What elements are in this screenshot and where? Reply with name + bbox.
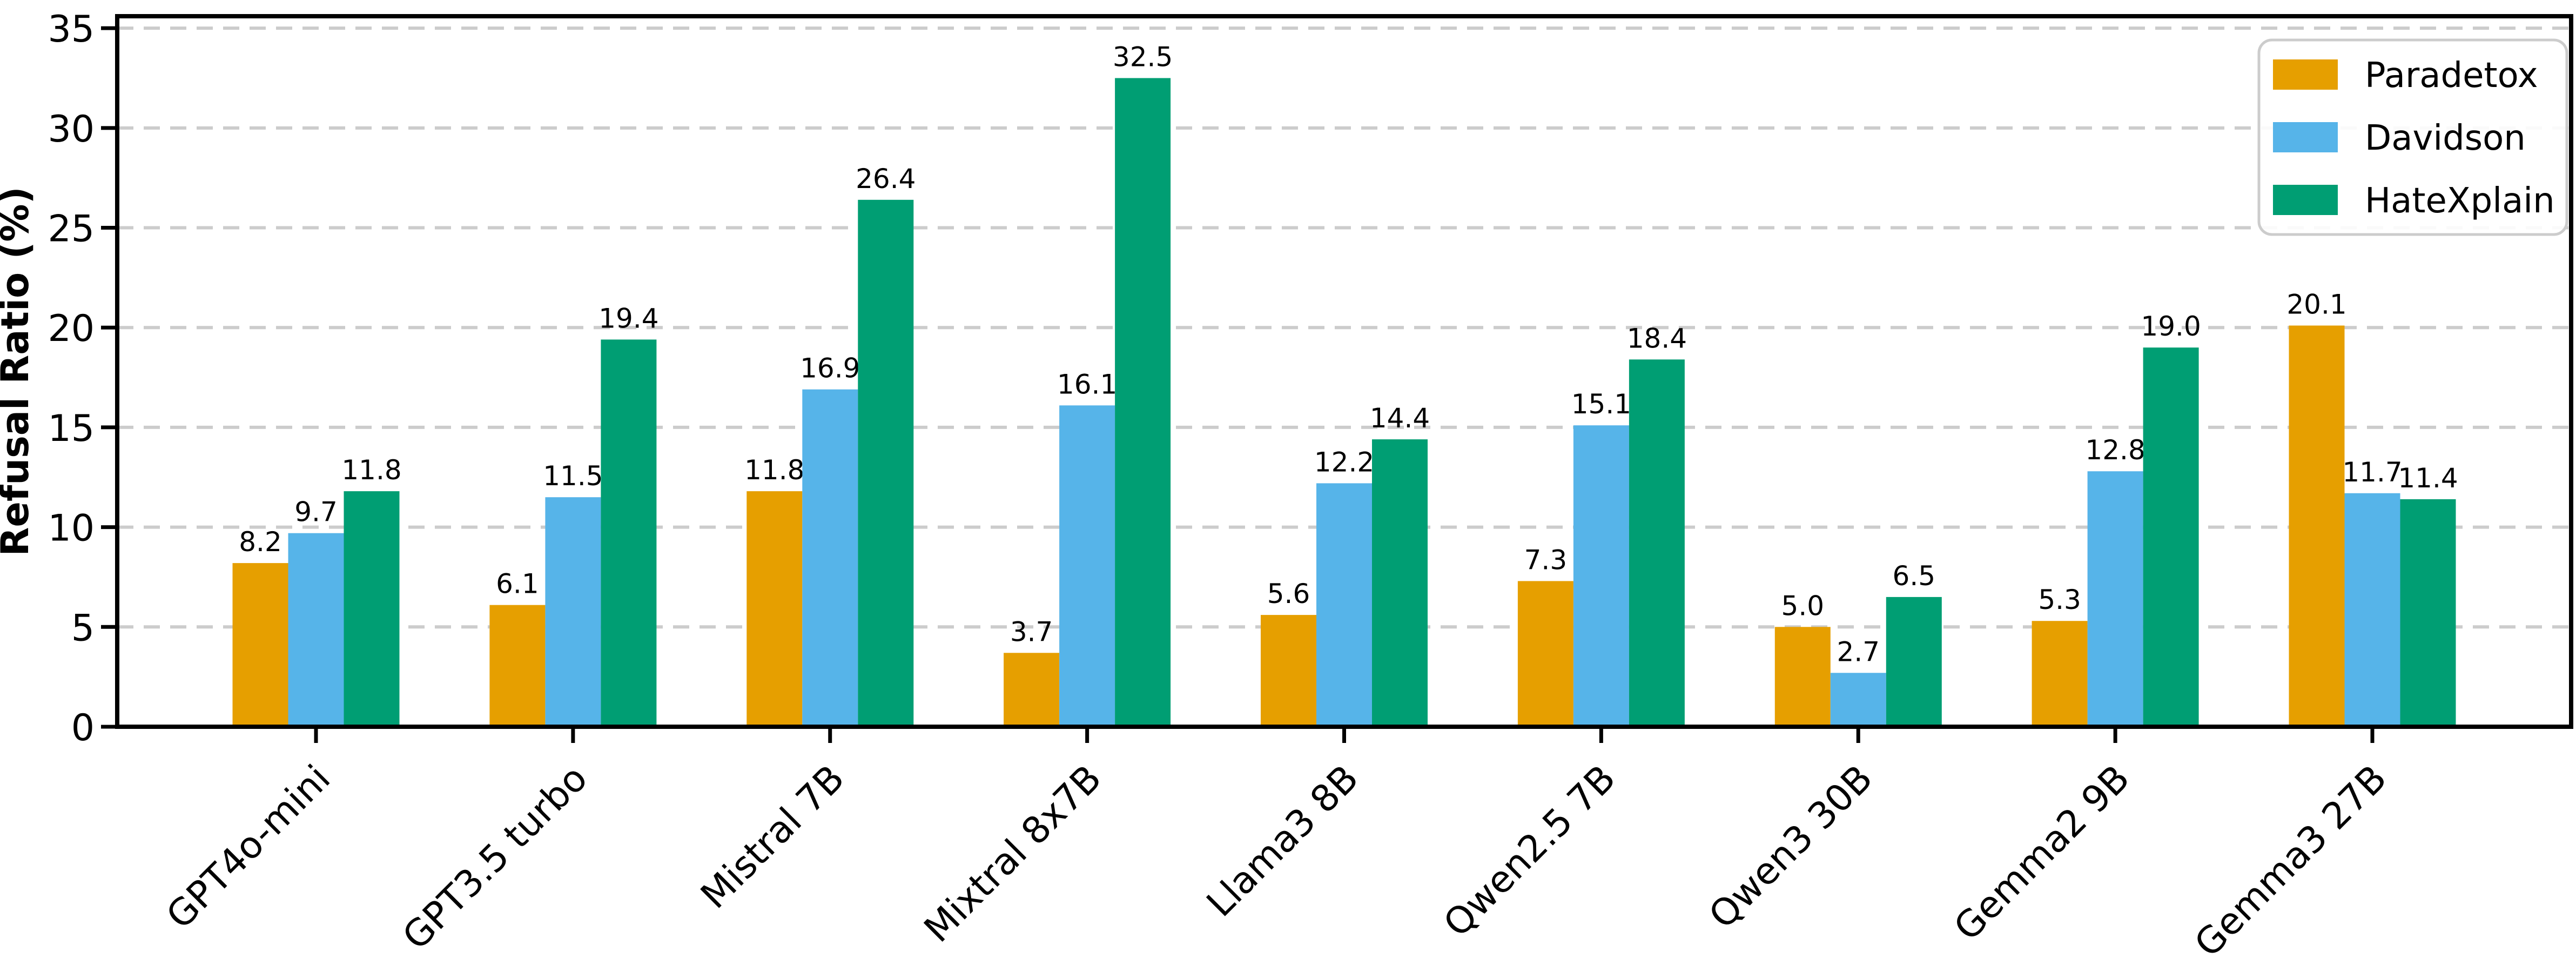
bar-davidson-8 (2344, 493, 2400, 727)
x-tick-label-6: Qwen3 30B (1701, 757, 1881, 937)
bar-davidson-0 (288, 533, 344, 727)
bar-value-label: 20.1 (2286, 289, 2346, 320)
gridlines (117, 26, 2571, 629)
bar-davidson-3 (1059, 405, 1115, 727)
legend-swatch-hatexplain (2273, 185, 2338, 215)
y-axis: 0 5 10 15 20 25 30 35 (48, 8, 117, 749)
bar-hatexplain-8 (2400, 499, 2456, 727)
bar-hatexplain-0 (344, 491, 400, 727)
bar-hatexplain-3 (1115, 78, 1171, 727)
x-axis: GPT4o-mini GPT3.5 turbo Mistral 7B Mixtral … (158, 727, 2395, 958)
bar-value-label: 16.9 (800, 353, 860, 384)
legend-label-davidson: Davidson (2365, 118, 2526, 158)
y-tick-label: 25 (48, 208, 95, 251)
bar-hatexplain-5 (1629, 359, 1685, 727)
bar-value-label: 2.7 (1837, 636, 1880, 667)
bar-value-label: 5.0 (1781, 590, 1825, 621)
x-tick-label-3: Mixtral 8x7B (916, 757, 1110, 951)
bar-value-label: 3.7 (1010, 616, 1053, 647)
bar-paradetox-3 (1004, 653, 1060, 727)
x-tick-label-4: Llama3 8B (1199, 757, 1367, 925)
bar-value-label: 5.6 (1267, 578, 1310, 609)
bar-value-label: 6.5 (1893, 560, 1936, 592)
bar-value-label: 9.7 (294, 497, 338, 528)
y-tick-label: 35 (48, 8, 95, 51)
legend-label-paradetox: Paradetox (2365, 56, 2538, 96)
bar-paradetox-6 (1774, 627, 1831, 727)
bar-value-label: 5.3 (2038, 584, 2081, 615)
bar-davidson-1 (545, 497, 601, 727)
bar-hatexplain-4 (1372, 439, 1428, 727)
bar-value-label: 11.8 (341, 454, 401, 486)
bar-paradetox-5 (1517, 581, 1573, 727)
bar-paradetox-4 (1261, 615, 1316, 727)
y-tick-label: 15 (48, 407, 95, 450)
y-tick-label: 10 (48, 507, 95, 550)
bar-value-label: 8.2 (239, 526, 282, 558)
legend-swatch-paradetox (2273, 59, 2338, 90)
bar-value-label: 11.5 (543, 460, 603, 492)
bar-hatexplain-6 (1886, 597, 1942, 727)
bar-value-label: 12.8 (2085, 434, 2145, 466)
x-tick-label-8: Gemma3 27B (2187, 757, 2395, 958)
legend-swatch-davidson (2273, 122, 2338, 152)
x-tick-label-5: Qwen2.5 7B (1436, 757, 1624, 945)
x-tick-label-1: GPT3.5 turbo (395, 757, 596, 958)
bar-value-label: 16.1 (1057, 369, 1117, 400)
bar-davidson-2 (802, 389, 858, 727)
bar-value-label: 19.4 (598, 303, 658, 334)
bar-value-label: 26.4 (856, 163, 916, 195)
bar-value-label: 6.1 (496, 568, 539, 600)
bar-paradetox-2 (746, 491, 803, 727)
y-tick-label: 20 (48, 307, 95, 350)
series-hatexplain: 11.8 19.4 26.4 32.5 14.4 18.4 6.5 19.0 11.4 (341, 42, 2458, 727)
bar-value-label: 11.7 (2342, 457, 2402, 488)
bar-value-label: 15.1 (1571, 388, 1631, 420)
bar-paradetox-0 (232, 563, 288, 727)
bar-hatexplain-7 (2143, 347, 2199, 727)
bar-value-label: 14.4 (1370, 403, 1430, 434)
bar-hatexplain-1 (601, 339, 657, 727)
bar-value-label: 12.2 (1314, 446, 1374, 478)
bar-davidson-7 (2087, 471, 2143, 727)
bar-value-label: 7.3 (1524, 544, 1568, 575)
series-paradetox: 8.2 6.1 11.8 3.7 5.6 7.3 5.0 5.3 20.1 (232, 289, 2347, 727)
bar-paradetox-8 (2289, 325, 2345, 727)
bars: 8.2 6.1 11.8 3.7 5.6 7.3 5.0 5.3 20.1 9.7 11.5 16.9… (232, 42, 2458, 727)
bar-davidson-6 (1830, 673, 1886, 727)
x-tick-label-0: GPT4o-mini (158, 757, 339, 937)
bar-value-label: 19.0 (2141, 311, 2201, 342)
bar-davidson-5 (1573, 425, 1629, 727)
bar-value-label: 11.4 (2398, 463, 2458, 494)
y-tick-label: 0 (71, 707, 95, 749)
x-tick-label-2: Mistral 7B (693, 757, 853, 917)
y-axis-label: Refusal Ratio (%) (0, 186, 37, 556)
bar-value-label: 11.8 (744, 454, 804, 486)
bar-value-label: 18.4 (1627, 323, 1687, 354)
y-tick-label: 30 (48, 108, 95, 151)
bar-hatexplain-2 (858, 199, 914, 727)
bar-davidson-4 (1316, 483, 1372, 727)
bar-paradetox-7 (2032, 621, 2088, 727)
y-tick-label: 5 (71, 607, 95, 649)
series-davidson: 9.7 11.5 16.9 16.1 12.2 15.1 2.7 12.8 11.7 (288, 353, 2403, 727)
bar-paradetox-1 (489, 605, 546, 727)
legend-label-hatexplain: HateXplain (2365, 181, 2555, 221)
x-tick-label-7: Gemma2 9B (1946, 757, 2138, 949)
bar-value-label: 32.5 (1113, 42, 1173, 73)
legend: Paradetox Davidson HateXplain (2257, 38, 2568, 236)
